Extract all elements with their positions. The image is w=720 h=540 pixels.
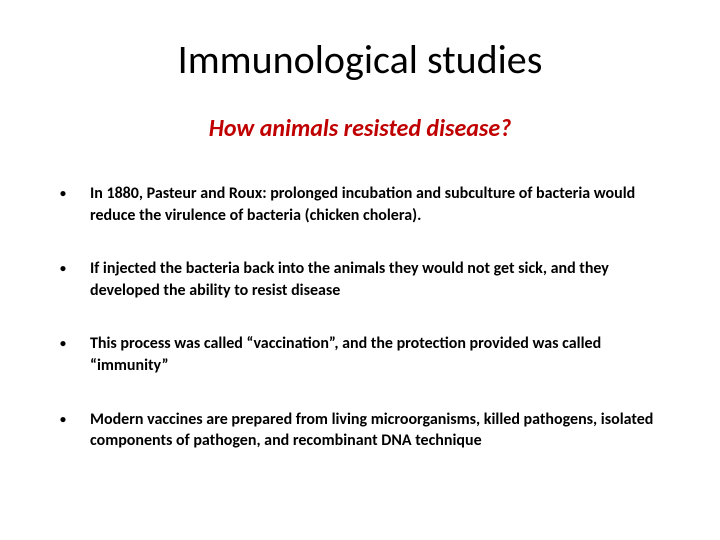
bullet-item: • If injected the bacteria back into the…: [60, 258, 670, 301]
slide-container: Immunological studies How animals resist…: [0, 0, 720, 540]
bullet-list: • In 1880, Pasteur and Roux: prolonged i…: [50, 183, 670, 452]
bullet-item: • In 1880, Pasteur and Roux: prolonged i…: [60, 183, 670, 226]
slide-title: Immunological studies: [50, 35, 670, 84]
bullet-marker-icon: •: [60, 261, 66, 277]
bullet-marker-icon: •: [60, 412, 66, 428]
slide-subtitle: How animals resisted disease?: [50, 114, 670, 143]
bullet-text: Modern vaccines are prepared from living…: [90, 409, 670, 452]
bullet-item: • This process was called “vaccination”,…: [60, 333, 670, 376]
bullet-text: If injected the bacteria back into the a…: [90, 258, 670, 301]
bullet-text: In 1880, Pasteur and Roux: prolonged inc…: [90, 183, 670, 226]
bullet-item: • Modern vaccines are prepared from livi…: [60, 409, 670, 452]
bullet-text: This process was called “vaccination”, a…: [90, 333, 670, 376]
bullet-marker-icon: •: [60, 186, 66, 202]
bullet-marker-icon: •: [60, 336, 66, 352]
